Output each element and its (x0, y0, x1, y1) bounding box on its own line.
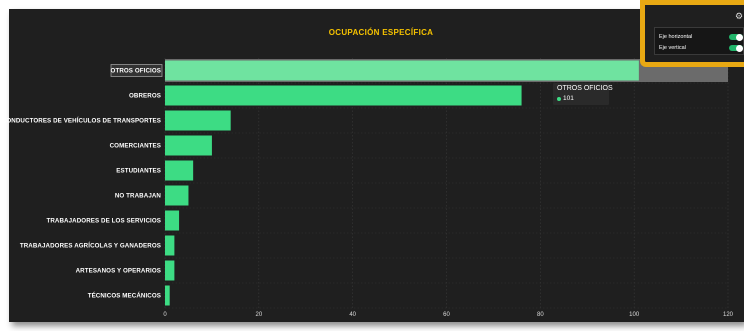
x-tick-label-0: 0 (163, 312, 167, 318)
category-label-9: TÉCNICOS MECÁNICOS (88, 292, 161, 300)
category-label-7: TRABAJADORES AGRÍCOLAS Y GANADEROS (20, 242, 161, 250)
x-tick-label-6: 120 (723, 312, 734, 318)
bar-8[interactable] (165, 260, 175, 281)
x-axis-ticks: 0 20 40 60 80 100 120 (163, 312, 733, 318)
bar-6[interactable] (165, 210, 180, 231)
settings-menu: Eje horizontal Eje vertical (654, 27, 744, 55)
category-label-4: ESTUDIANTES (116, 168, 161, 175)
toggle-label-horizontal: Eje horizontal (659, 34, 693, 40)
category-labels: OTROS OFICIOS OBREROS CONDUCTORES DE VEHÍC… (2, 64, 163, 300)
bar-3[interactable] (165, 135, 212, 156)
toggle-row-vertical[interactable]: Eje vertical (659, 43, 743, 53)
category-label-2: CONDUCTORES DE VEHÍCULOS DE TRANSPORTES (2, 117, 161, 125)
chart-title: OCUPACIÓN ESPECÍFICA (329, 28, 434, 37)
bars (165, 59, 728, 306)
category-label-8: ARTESANOS Y OPERARIOS (76, 268, 161, 275)
toggle-label-vertical: Eje vertical (659, 45, 686, 51)
bar-9[interactable] (165, 285, 170, 306)
grid (164, 58, 729, 309)
x-tick-label-1: 20 (255, 312, 262, 318)
category-label-highlight (110, 64, 163, 77)
bar-2[interactable] (165, 110, 231, 131)
gear-icon[interactable]: ⚙ (735, 11, 744, 21)
toggle-knob (736, 33, 743, 41)
x-tick-label-4: 80 (537, 312, 544, 318)
tooltip-value: 101 (563, 95, 574, 102)
bar-1[interactable] (165, 85, 522, 106)
toggle-knob (736, 44, 743, 52)
bar-5[interactable] (165, 185, 189, 206)
bar-0[interactable] (165, 60, 639, 81)
x-tick-label-2: 40 (349, 312, 356, 318)
vertical-axis-toggle[interactable] (729, 44, 743, 52)
category-label-3: COMERCIANTES (110, 143, 161, 150)
bar-4[interactable] (165, 160, 194, 181)
tooltip-title: OTROS OFICIOS (557, 85, 613, 92)
x-tick-label-5: 100 (629, 312, 640, 318)
toggle-row-horizontal[interactable]: Eje horizontal (659, 32, 743, 42)
category-label-6: TRABAJADORES DE LOS SERVICIOS (46, 218, 161, 225)
category-label-0: OTROS OFICIOS (111, 68, 161, 75)
chart-tooltip: OTROS OFICIOS 101 (553, 83, 613, 105)
category-label-1: OBREROS (129, 93, 161, 100)
horizontal-axis-toggle[interactable] (729, 33, 743, 41)
bar-7[interactable] (165, 235, 175, 256)
tooltip-dot (557, 97, 561, 101)
x-tick-label-3: 60 (443, 312, 450, 318)
category-label-5: NO TRABAJAN (115, 193, 162, 200)
